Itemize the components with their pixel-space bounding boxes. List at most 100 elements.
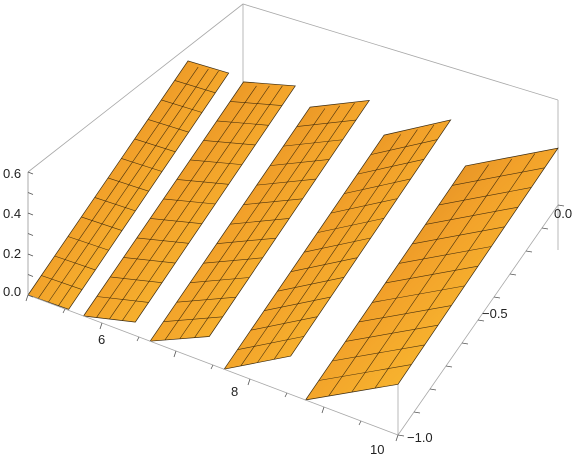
mesh-line — [110, 276, 162, 284]
z-tick-mark — [27, 171, 34, 175]
x-tick-mark — [284, 392, 288, 398]
strip-edge — [82, 81, 296, 323]
mesh-line — [330, 198, 398, 214]
mesh-line — [163, 316, 223, 322]
mesh-line — [203, 257, 263, 264]
y-tick-label: −0.5 — [482, 306, 508, 321]
mesh-line — [109, 85, 270, 320]
y-tick-label: −1.0 — [407, 430, 433, 445]
mesh-line — [240, 134, 401, 367]
surface-strip — [27, 60, 230, 310]
x-tick-label: 6 — [98, 332, 105, 347]
strip-edge — [304, 147, 559, 401]
surface — [27, 60, 559, 401]
z-tick-label: 0.4 — [3, 206, 21, 221]
mesh-line — [216, 237, 276, 244]
mesh-line — [94, 197, 136, 212]
x-tick-mark — [136, 336, 140, 342]
mesh-line — [256, 178, 316, 186]
mesh-line — [121, 158, 163, 172]
mesh-line — [54, 255, 96, 271]
mesh-line — [190, 159, 242, 165]
surface-strip — [304, 147, 559, 401]
mesh-line — [270, 159, 330, 166]
mesh-line — [438, 187, 532, 206]
strip-edge — [27, 60, 230, 310]
x-tick-mark — [210, 364, 214, 370]
mesh-line — [176, 179, 229, 185]
mesh-line — [304, 237, 371, 253]
z-tick-mark — [27, 294, 34, 298]
mesh-line — [203, 140, 256, 146]
mesh-line — [216, 120, 269, 126]
mesh-line — [425, 206, 519, 225]
y-tick-mark — [493, 296, 501, 299]
mesh-line — [37, 66, 199, 299]
mesh-line — [277, 277, 345, 292]
z-tick-label: 0.0 — [3, 284, 21, 299]
mesh-line — [96, 296, 149, 303]
mesh-line — [372, 285, 465, 303]
mesh-line — [344, 178, 411, 194]
z-tick-label: 0.2 — [3, 246, 21, 261]
mesh-line — [332, 344, 425, 362]
mesh-line — [81, 216, 123, 231]
surface-strip — [149, 99, 371, 342]
mesh-line — [150, 218, 202, 224]
y-tick-mark — [477, 319, 485, 322]
mesh-line — [161, 99, 203, 113]
mesh-line — [179, 105, 340, 340]
mesh-line — [398, 246, 492, 264]
mesh-line — [351, 158, 512, 393]
mesh-line — [230, 218, 290, 225]
y-tick-mark — [445, 365, 453, 368]
z-tick-mark — [27, 233, 34, 236]
mesh-line — [264, 296, 331, 311]
mesh-line — [123, 257, 176, 264]
mesh-line — [257, 129, 418, 363]
mesh-line — [318, 364, 412, 381]
x-tick-label: 10 — [370, 442, 384, 457]
z-tick-label: 0.6 — [3, 166, 21, 181]
y-tick-mark — [541, 227, 549, 230]
mesh-line — [296, 119, 356, 127]
z-tick-mark — [27, 253, 34, 257]
strip-face — [224, 119, 451, 370]
x-tick-mark — [321, 406, 325, 414]
x-tick-mark — [358, 420, 362, 426]
y-tick-mark — [413, 411, 421, 414]
surface-strip — [223, 119, 452, 370]
mesh-line — [41, 275, 83, 290]
x-tick-mark — [99, 322, 103, 330]
x-tick-mark — [247, 378, 251, 386]
y-tick-mark — [429, 388, 437, 391]
z-tick-mark — [27, 274, 34, 277]
strip-face — [305, 148, 558, 400]
x-tick-label: 8 — [231, 384, 238, 399]
y-tick-mark — [557, 204, 565, 207]
mesh-line — [147, 119, 189, 133]
mesh-line — [345, 324, 439, 342]
mesh-line — [243, 198, 303, 205]
mesh-line — [230, 101, 282, 106]
mesh-line — [134, 138, 176, 153]
mesh-line — [190, 277, 250, 283]
strip-face — [150, 100, 370, 342]
mesh-line — [385, 265, 479, 284]
mesh-line — [237, 336, 305, 350]
surface-strip — [82, 81, 296, 323]
mesh-line — [250, 316, 318, 331]
y-tick-label: 0.0 — [554, 206, 572, 221]
mesh-line — [164, 108, 326, 341]
z-tick-mark — [27, 192, 34, 195]
mesh-line — [358, 305, 452, 323]
mesh-line — [48, 68, 209, 303]
y-tick-mark — [461, 342, 469, 345]
x-tick-mark — [173, 350, 177, 358]
mesh-line — [328, 164, 489, 397]
y-tick-mark — [509, 273, 517, 276]
strip-edge — [223, 119, 452, 370]
mesh-line — [96, 85, 257, 318]
mesh-line — [174, 80, 216, 94]
mesh-line — [370, 139, 438, 155]
